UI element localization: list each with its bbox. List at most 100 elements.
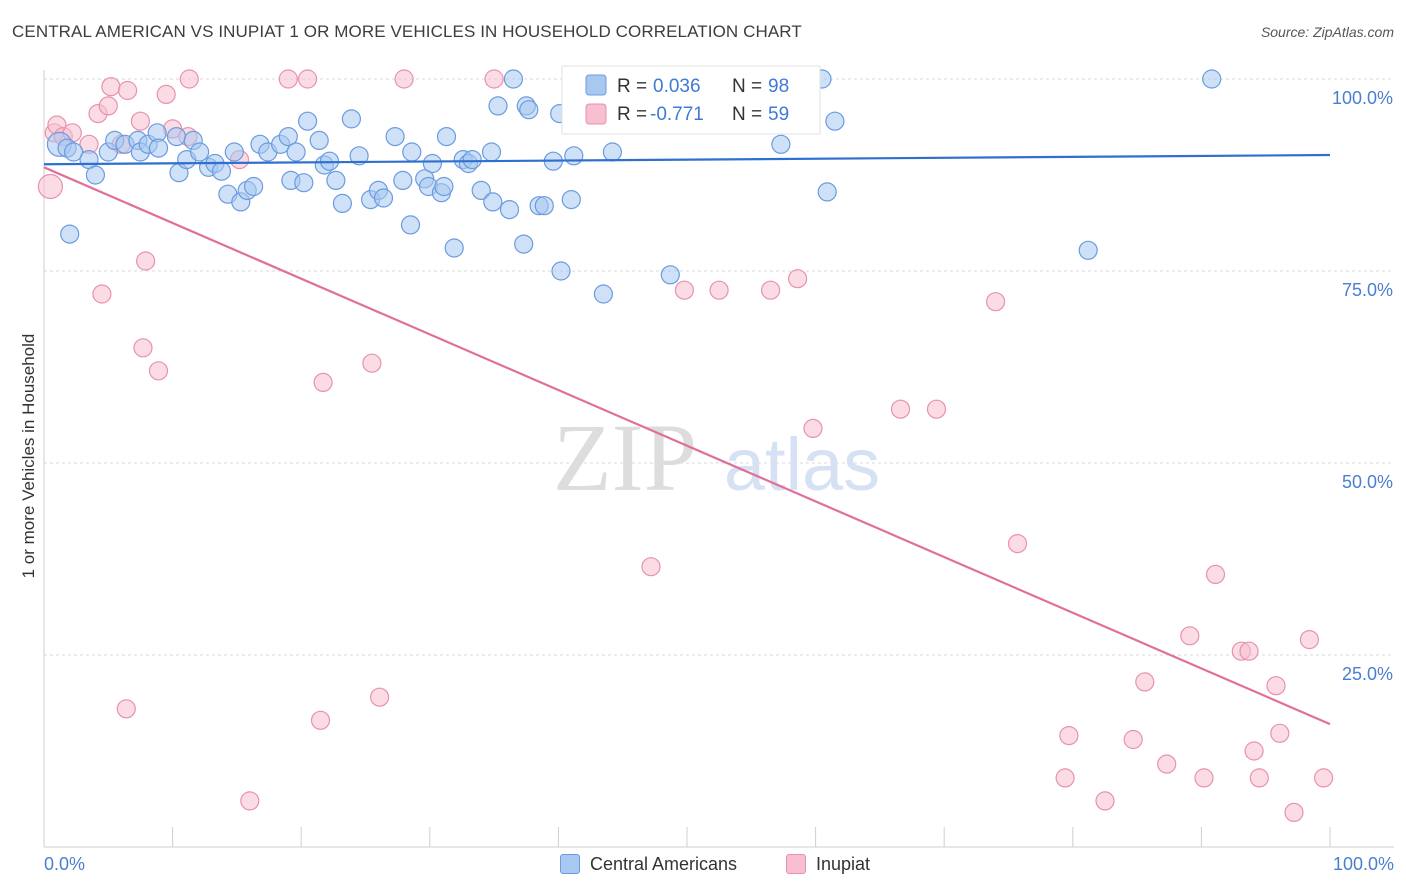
blue-point[interactable] — [63, 142, 84, 162]
pink-point[interactable] — [1157, 754, 1177, 774]
blue-point[interactable] — [771, 134, 791, 154]
pink-point[interactable] — [926, 399, 947, 419]
pink-point[interactable] — [1299, 629, 1320, 650]
pink-point[interactable] — [179, 69, 199, 89]
blue-point[interactable] — [519, 100, 539, 120]
pink-point[interactable] — [362, 353, 382, 373]
blue-point[interactable] — [385, 127, 405, 147]
blue-point[interactable] — [211, 161, 232, 181]
pink-point[interactable] — [1266, 676, 1286, 696]
pink-point[interactable] — [313, 372, 333, 392]
pink-point[interactable] — [641, 557, 661, 577]
pink-point[interactable] — [298, 69, 318, 89]
blue-point[interactable] — [436, 127, 457, 147]
blue-point[interactable] — [393, 170, 413, 190]
pink-point[interactable] — [1059, 725, 1079, 746]
pink-point[interactable] — [240, 791, 260, 811]
pink-point[interactable] — [136, 251, 156, 271]
trend-line-inupiat — [43, 166, 1331, 726]
blue-point[interactable] — [326, 170, 346, 190]
blue-point[interactable] — [298, 111, 318, 131]
blue-point[interactable] — [341, 109, 361, 129]
blue-point[interactable] — [309, 130, 329, 150]
pink-point[interactable] — [1055, 768, 1075, 788]
pink-point[interactable] — [117, 80, 138, 101]
pink-point[interactable] — [1135, 672, 1155, 692]
blue-point[interactable] — [564, 146, 584, 166]
blue-point[interactable] — [444, 238, 464, 258]
pink-point[interactable] — [1249, 768, 1269, 788]
pink-point[interactable] — [1239, 641, 1259, 661]
blue-point[interactable] — [1078, 240, 1098, 260]
pink-point[interactable] — [1194, 768, 1214, 788]
blue-point[interactable] — [471, 180, 491, 200]
pink-point[interactable] — [803, 418, 823, 438]
pink-point[interactable] — [98, 96, 118, 116]
blue-point[interactable] — [434, 176, 454, 197]
blue-point[interactable] — [85, 165, 106, 185]
pink-point[interactable] — [92, 284, 112, 304]
blue-point[interactable] — [483, 192, 503, 212]
pink-point[interactable] — [1123, 729, 1143, 750]
blue-point[interactable] — [660, 265, 680, 285]
legend-item-inupiat[interactable]: Inupiat — [786, 851, 870, 877]
blue-point[interactable] — [1202, 69, 1222, 89]
pink-point[interactable] — [985, 292, 1006, 312]
blue-point[interactable] — [503, 69, 524, 89]
pink-point[interactable] — [278, 69, 298, 89]
pink-point[interactable] — [1270, 723, 1290, 743]
pink-point[interactable] — [1095, 791, 1115, 811]
blue-point[interactable] — [514, 234, 534, 254]
blue-point[interactable] — [349, 146, 369, 166]
blue-point[interactable] — [825, 111, 845, 131]
blue-point[interactable] — [593, 284, 614, 304]
blue-point[interactable] — [332, 193, 352, 213]
blue-point[interactable] — [481, 142, 502, 162]
legend-item-central-americans[interactable]: Central Americans — [560, 851, 737, 877]
pink-point[interactable] — [130, 111, 150, 131]
blue-point[interactable] — [244, 176, 264, 197]
pink-point[interactable] — [1313, 768, 1334, 788]
blue-point[interactable] — [488, 96, 508, 116]
blue-point[interactable] — [294, 173, 314, 193]
blue-point[interactable] — [166, 127, 187, 147]
blue-point[interactable] — [224, 142, 244, 162]
blue-point[interactable] — [422, 153, 442, 174]
pink-point[interactable] — [148, 361, 169, 381]
pink-point[interactable] — [394, 69, 414, 89]
blue-point[interactable] — [499, 200, 520, 220]
blue-point[interactable] — [602, 142, 623, 162]
pink-point[interactable] — [787, 269, 808, 289]
pink-point[interactable] — [1244, 741, 1264, 761]
pink-point[interactable] — [133, 338, 153, 358]
y-tick-label-25: 25.0% — [1342, 664, 1393, 684]
pink-point[interactable] — [484, 69, 504, 89]
blue-point[interactable] — [286, 142, 306, 162]
blue-point[interactable] — [373, 188, 394, 208]
blue-point[interactable] — [402, 142, 422, 162]
pink-point[interactable] — [156, 84, 176, 105]
blue-point[interactable] — [462, 150, 482, 170]
blue-point[interactable] — [60, 224, 80, 244]
blue-point[interactable] — [817, 182, 837, 202]
pink-point[interactable] — [101, 77, 121, 97]
pink-point[interactable] — [890, 399, 911, 419]
pink-point[interactable] — [370, 687, 390, 707]
pink-point[interactable] — [760, 280, 781, 300]
pink-point[interactable] — [310, 710, 331, 730]
pink-point[interactable] — [37, 173, 64, 200]
pink-point[interactable] — [1007, 533, 1028, 554]
blue-point[interactable] — [278, 127, 298, 147]
blue-point[interactable] — [148, 138, 169, 158]
pink-point[interactable] — [709, 280, 729, 300]
pink-point[interactable] — [116, 699, 136, 719]
blue-point[interactable] — [400, 215, 421, 235]
blue-point[interactable] — [561, 190, 581, 210]
pink-point[interactable] — [1284, 802, 1304, 823]
pink-point[interactable] — [1180, 626, 1200, 646]
blue-point[interactable] — [190, 142, 210, 162]
pink-point[interactable] — [1205, 564, 1226, 585]
blue-point[interactable] — [551, 261, 571, 281]
pink-point[interactable] — [674, 280, 695, 300]
blue-point[interactable] — [534, 196, 554, 216]
